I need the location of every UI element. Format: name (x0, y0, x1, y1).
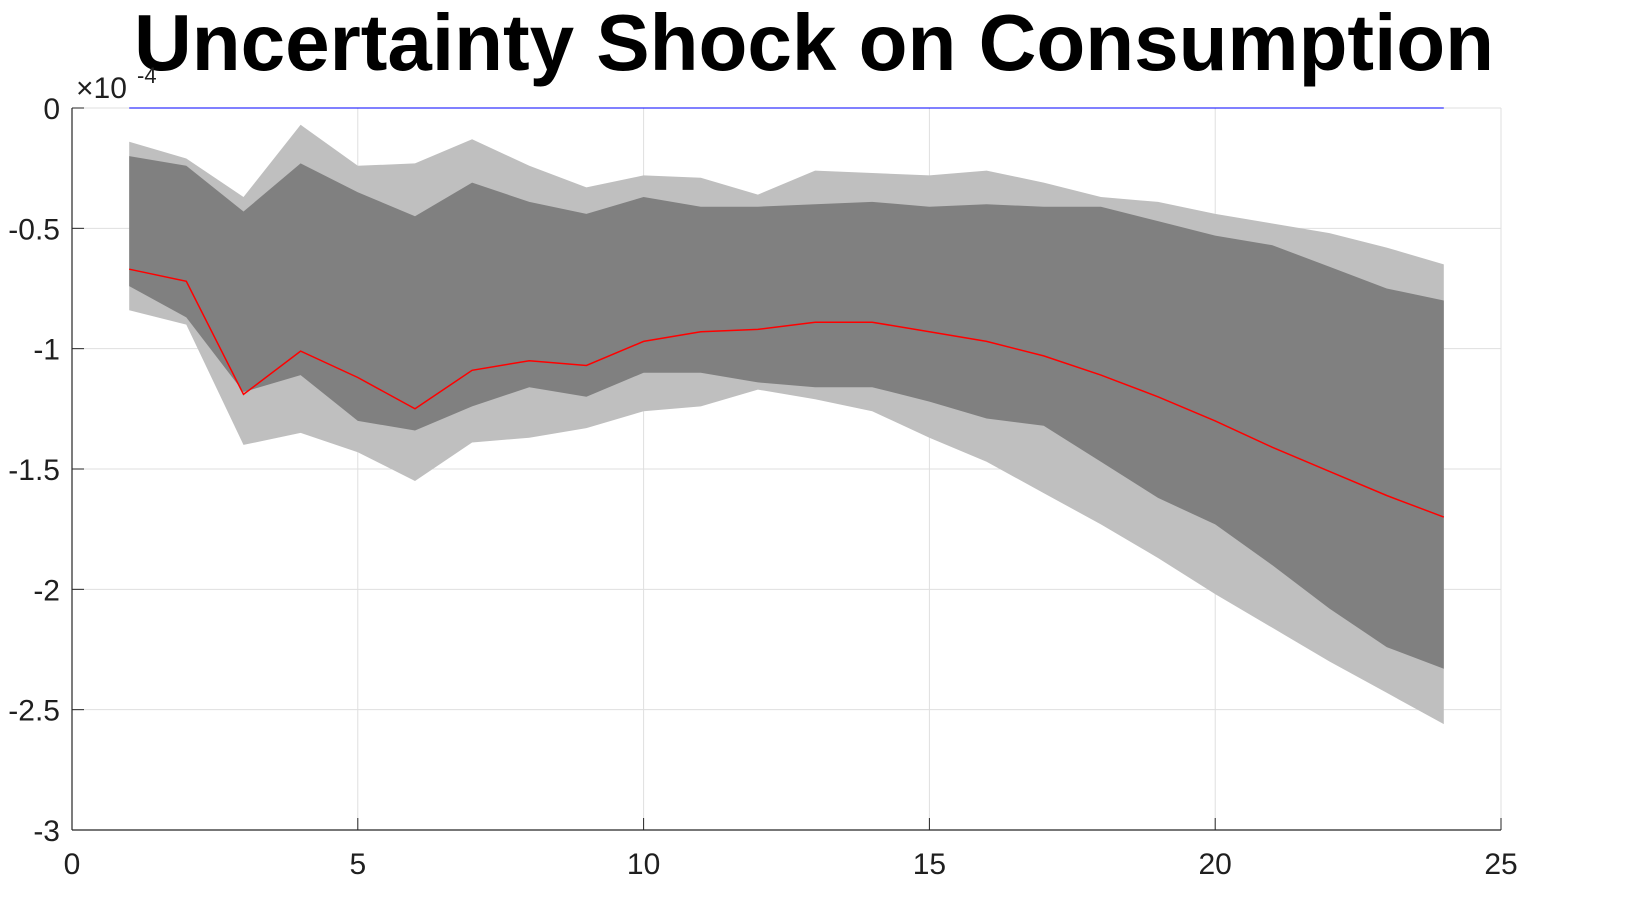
x-tick-label: 25 (1484, 848, 1517, 881)
x-tick-label: 20 (1199, 848, 1232, 881)
median-response-line (129, 268, 1445, 518)
y-tick-label: -0.5 (8, 213, 60, 246)
axes (71, 107, 1502, 831)
y-exponent-power: -4 (137, 63, 157, 88)
inner-confidence-band (129, 156, 1444, 669)
lines (129, 107, 1445, 518)
tick-labels: 0 5 10 15 20 25 0 -0.5 -1 -1.5 -2 -2.5 -3 (8, 93, 1517, 881)
y-tick-label: 0 (43, 93, 60, 126)
y-exponent: ×10 -4 (76, 63, 157, 105)
chart-title: Uncertainty Shock on Consumption (134, 0, 1494, 87)
x-tick-label: 5 (349, 848, 366, 881)
x-tick-label: 10 (627, 848, 660, 881)
y-tick-label: -1.5 (8, 454, 60, 487)
y-tick-label: -3 (33, 815, 60, 848)
y-tick-label: -2.5 (8, 695, 60, 728)
y-exponent-base: ×10 (76, 72, 127, 105)
y-tick-label: -2 (33, 574, 60, 607)
y-tick-label: -1 (33, 334, 60, 367)
bands (129, 124, 1444, 725)
x-tick-label: 0 (64, 848, 81, 881)
x-tick-label: 15 (913, 848, 946, 881)
